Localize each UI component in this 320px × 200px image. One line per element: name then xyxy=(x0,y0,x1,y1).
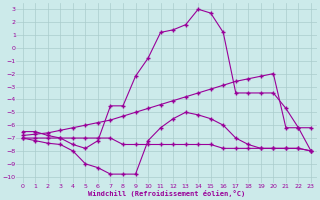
X-axis label: Windchill (Refroidissement éolien,°C): Windchill (Refroidissement éolien,°C) xyxy=(88,190,245,197)
